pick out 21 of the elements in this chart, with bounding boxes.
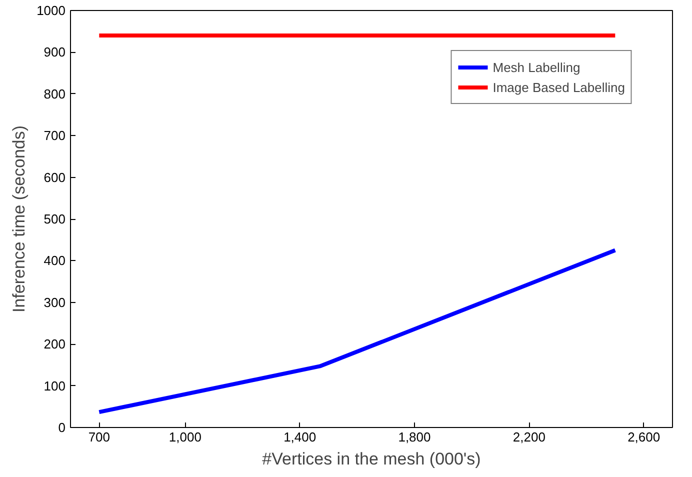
- y-tick-label: 500: [44, 212, 66, 226]
- y-tick-label: 400: [44, 253, 66, 268]
- x-tick-label: 2,600: [628, 430, 660, 444]
- y-tick-label: 0: [58, 420, 66, 435]
- legend-label: Image Based Labelling: [492, 80, 625, 94]
- x-tick-label: 1,000: [168, 430, 202, 444]
- y-tick-label: 300: [44, 294, 66, 310]
- x-tick-label: 700: [88, 430, 110, 444]
- x-axis-title: #Vertices in the mesh (000's): [262, 450, 481, 468]
- x-tick-label: 1,400: [284, 430, 316, 444]
- y-tick-label: 800: [44, 86, 66, 102]
- x-tick-label: 1,800: [398, 430, 431, 444]
- y-tick-label: 1000: [36, 3, 66, 18]
- y-tick-label: 200: [44, 336, 66, 352]
- y-tick-label: 900: [44, 44, 66, 60]
- y-tick-label: 600: [44, 170, 66, 185]
- x-tick-label: 2,200: [512, 430, 546, 444]
- legend-label: Mesh Labelling: [492, 60, 580, 74]
- y-tick-label: 700: [44, 128, 66, 144]
- y-axis-title: Inference time (seconds): [10, 125, 29, 313]
- y-tick-label: 100: [44, 378, 66, 394]
